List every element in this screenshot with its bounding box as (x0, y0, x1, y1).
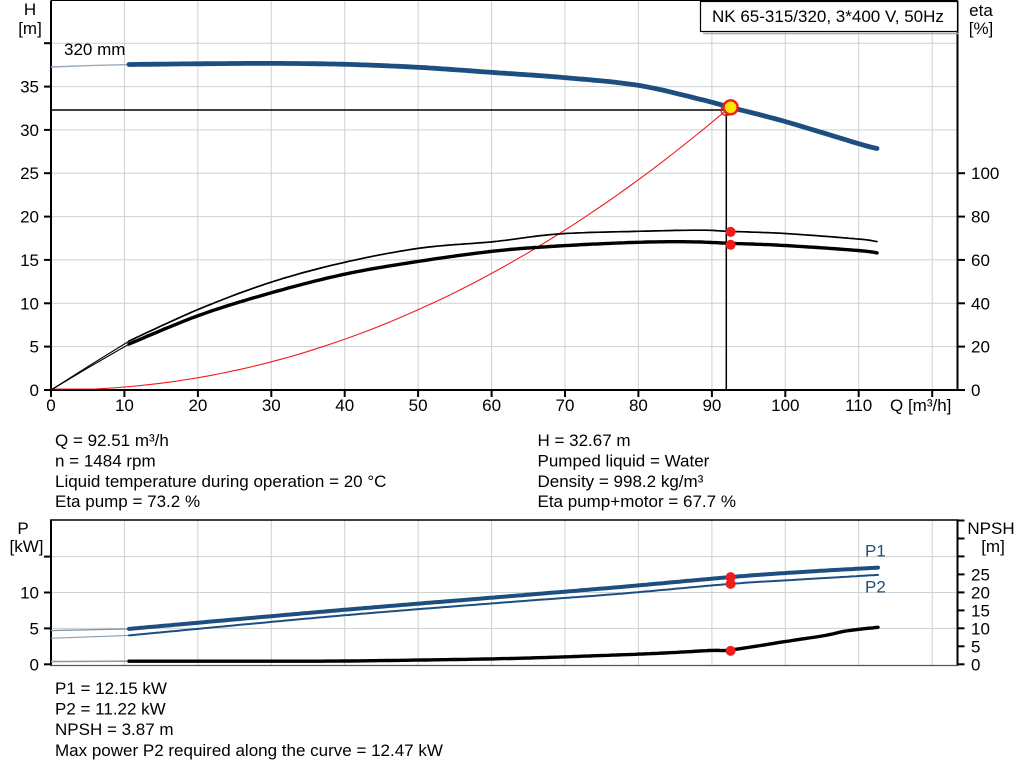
svg-text:eta: eta (969, 1, 993, 20)
svg-text:20: 20 (20, 208, 39, 227)
svg-text:100: 100 (971, 164, 999, 183)
svg-text:80: 80 (971, 208, 990, 227)
svg-text:n = 1484 rpm: n = 1484 rpm (55, 452, 156, 471)
svg-text:30: 30 (262, 396, 281, 415)
svg-text:0: 0 (30, 381, 39, 400)
svg-text:H: H (24, 0, 36, 19)
svg-text:30: 30 (20, 121, 39, 140)
svg-text:10: 10 (971, 619, 990, 638)
svg-text:80: 80 (629, 396, 648, 415)
svg-text:10: 10 (115, 396, 134, 415)
svg-text:20: 20 (971, 583, 990, 602)
svg-text:P: P (17, 519, 28, 538)
svg-text:60: 60 (482, 396, 501, 415)
svg-text:NPSH: NPSH (967, 519, 1014, 538)
svg-text:5: 5 (30, 619, 39, 638)
svg-text:10: 10 (20, 294, 39, 313)
svg-text:5: 5 (30, 338, 39, 357)
svg-text:Pumped liquid = Water: Pumped liquid = Water (538, 452, 710, 471)
svg-text:Q [m³/h]: Q [m³/h] (890, 396, 951, 415)
svg-text:0: 0 (971, 381, 980, 400)
svg-text:NPSH = 3.87 m: NPSH = 3.87 m (55, 720, 174, 739)
svg-text:P1: P1 (865, 542, 886, 561)
svg-text:100: 100 (771, 396, 799, 415)
svg-text:0: 0 (971, 655, 980, 674)
svg-text:20: 20 (188, 396, 207, 415)
svg-text:70: 70 (556, 396, 575, 415)
svg-text:Liquid temperature during oper: Liquid temperature during operation = 20… (55, 472, 386, 491)
svg-text:50: 50 (409, 396, 428, 415)
svg-text:P1 = 12.15 kW: P1 = 12.15 kW (55, 679, 167, 698)
svg-text:Density = 998.2 kg/m³: Density = 998.2 kg/m³ (538, 472, 704, 491)
svg-text:[%]: [%] (969, 19, 994, 38)
svg-text:[m]: [m] (18, 19, 42, 38)
svg-text:110: 110 (845, 396, 872, 415)
svg-text:H = 32.67 m: H = 32.67 m (538, 431, 631, 450)
svg-text:15: 15 (971, 601, 990, 620)
svg-text:0: 0 (30, 655, 39, 674)
svg-text:Q = 92.51 m³/h: Q = 92.51 m³/h (55, 431, 169, 450)
svg-text:25: 25 (971, 565, 990, 584)
svg-text:NK 65-315/320, 3*400 V, 50Hz: NK 65-315/320, 3*400 V, 50Hz (712, 7, 944, 26)
svg-text:Max power P2 required along th: Max power P2 required along the curve = … (55, 741, 443, 760)
svg-text:20: 20 (971, 338, 990, 357)
svg-text:320 mm: 320 mm (64, 40, 125, 59)
svg-text:25: 25 (20, 164, 39, 183)
svg-text:P2: P2 (865, 578, 886, 597)
svg-text:60: 60 (971, 251, 990, 270)
svg-text:5: 5 (971, 637, 980, 656)
svg-text:Eta pump+motor = 67.7 %: Eta pump+motor = 67.7 % (538, 492, 736, 511)
svg-text:35: 35 (20, 78, 39, 97)
svg-text:0: 0 (46, 396, 55, 415)
svg-text:40: 40 (335, 396, 354, 415)
svg-text:15: 15 (20, 251, 39, 270)
svg-text:P2 = 11.22 kW: P2 = 11.22 kW (55, 700, 166, 719)
svg-text:[m]: [m] (981, 537, 1005, 556)
svg-text:10: 10 (20, 584, 39, 603)
svg-text:[kW]: [kW] (10, 537, 44, 556)
svg-text:40: 40 (971, 294, 990, 313)
svg-text:Eta pump = 73.2 %: Eta pump = 73.2 % (55, 492, 200, 511)
svg-text:90: 90 (702, 396, 721, 415)
